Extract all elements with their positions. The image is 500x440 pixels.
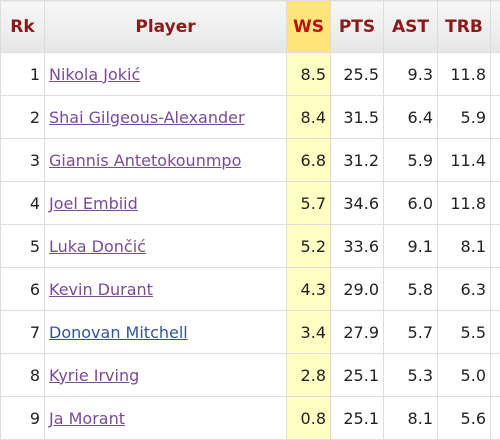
player-cell: Shai Gilgeous-Alexander [44, 95, 287, 139]
stat-cell: 2 [0, 95, 45, 139]
cut-off-cell [490, 138, 500, 182]
stat-cell: 31.5 [330, 95, 384, 139]
player-link[interactable]: Shai Gilgeous-Alexander [49, 107, 245, 127]
stat-cell: 8.5 [286, 52, 331, 96]
cut-off-cell [490, 95, 500, 139]
table-row: 1 Nikola Jokić 8.5 25.5 9.3 11.8 [0, 52, 500, 96]
table-row: 3 Giannis Antetokounmpo 6.8 31.2 5.9 11.4 [0, 138, 500, 182]
stat-cell: 11.8 [437, 181, 491, 225]
stat-cell: 8 [0, 353, 45, 397]
player-link[interactable]: Donovan Mitchell [49, 322, 188, 342]
player-cell: Donovan Mitchell [44, 310, 287, 354]
table-row: 7 Donovan Mitchell 3.4 27.9 5.7 5.5 [0, 310, 500, 354]
stat-cell: 8.1 [383, 396, 438, 440]
stat-cell: 9.3 [383, 52, 438, 96]
stat-cell: 33.6 [330, 224, 384, 268]
stat-cell: 1 [0, 52, 45, 96]
cut-off-cell [490, 396, 500, 440]
player-cell: Giannis Antetokounmpo [44, 138, 287, 182]
stat-cell: 6 [0, 267, 45, 311]
stat-cell: 0.8 [286, 396, 331, 440]
table-row: 6 Kevin Durant 4.3 29.0 5.8 6.3 [0, 267, 500, 311]
column-header[interactable]: PTS [330, 0, 384, 53]
stat-cell: 5.9 [383, 138, 438, 182]
stat-cell: 6.3 [437, 267, 491, 311]
player-link[interactable]: Giannis Antetokounmpo [49, 150, 242, 170]
column-header[interactable]: Player [44, 0, 287, 53]
stat-cell: 5.3 [383, 353, 438, 397]
stat-cell: 9 [0, 396, 45, 440]
cut-off-cell [490, 181, 500, 225]
stat-cell: 5.7 [286, 181, 331, 225]
table-row: 5 Luka Dončić 5.2 33.6 9.1 8.1 [0, 224, 500, 268]
table-body: 1 Nikola Jokić 8.5 25.5 9.3 11.8 2 Shai Gilgeou… [0, 52, 500, 440]
stat-cell: 8.4 [286, 95, 331, 139]
stat-cell: 2.8 [286, 353, 331, 397]
stat-cell: 3.4 [286, 310, 331, 354]
table-row: 2 Shai Gilgeous-Alexander 8.4 31.5 6.4 5.9 [0, 95, 500, 139]
player-cell: Kyrie Irving [44, 353, 287, 397]
player-cell: Joel Embiid [44, 181, 287, 225]
stat-cell: 27.9 [330, 310, 384, 354]
header-row: RkPlayerWSPTSASTTRBS [0, 0, 500, 53]
stat-cell: 5.0 [437, 353, 491, 397]
cut-off-cell [490, 353, 500, 397]
player-link[interactable]: Joel Embiid [49, 193, 138, 213]
player-link[interactable]: Kevin Durant [49, 279, 153, 299]
stat-cell: 25.1 [330, 353, 384, 397]
stat-cell: 31.2 [330, 138, 384, 182]
column-header[interactable]: AST [383, 0, 438, 53]
stat-cell: 5.6 [437, 396, 491, 440]
column-header[interactable]: WS [286, 0, 331, 53]
stat-cell: 6.8 [286, 138, 331, 182]
cut-off-cell [490, 52, 500, 96]
stat-cell: 8.1 [437, 224, 491, 268]
player-link[interactable]: Kyrie Irving [49, 365, 140, 385]
column-header[interactable]: S [490, 0, 500, 53]
stat-cell: 5.9 [437, 95, 491, 139]
stat-cell: 4 [0, 181, 45, 225]
stat-cell: 6.0 [383, 181, 438, 225]
stat-cell: 9.1 [383, 224, 438, 268]
player-link[interactable]: Luka Dončić [49, 236, 146, 256]
stat-cell: 3 [0, 138, 45, 182]
cut-off-cell [490, 267, 500, 311]
column-header[interactable]: TRB [437, 0, 491, 53]
player-link[interactable]: Nikola Jokić [49, 64, 141, 84]
stat-cell: 34.6 [330, 181, 384, 225]
table-row: 8 Kyrie Irving 2.8 25.1 5.3 5.0 [0, 353, 500, 397]
stat-cell: 5.7 [383, 310, 438, 354]
cut-off-cell [490, 224, 500, 268]
stat-cell: 29.0 [330, 267, 384, 311]
stat-cell: 11.4 [437, 138, 491, 182]
column-header[interactable]: Rk [0, 0, 45, 53]
table-row: 4 Joel Embiid 5.7 34.6 6.0 11.8 [0, 181, 500, 225]
stat-cell: 4.3 [286, 267, 331, 311]
stat-cell: 11.8 [437, 52, 491, 96]
cut-off-cell [490, 310, 500, 354]
player-cell: Luka Dončić [44, 224, 287, 268]
stat-cell: 5.5 [437, 310, 491, 354]
stat-cell: 5.2 [286, 224, 331, 268]
player-cell: Ja Morant [44, 396, 287, 440]
stat-cell: 5 [0, 224, 45, 268]
stat-cell: 25.1 [330, 396, 384, 440]
player-link[interactable]: Ja Morant [49, 408, 125, 428]
stat-cell: 5.8 [383, 267, 438, 311]
player-cell: Nikola Jokić [44, 52, 287, 96]
stat-cell: 25.5 [330, 52, 384, 96]
table-row: 9 Ja Morant 0.8 25.1 8.1 5.6 [0, 396, 500, 440]
stat-cell: 6.4 [383, 95, 438, 139]
stat-cell: 7 [0, 310, 45, 354]
player-cell: Kevin Durant [44, 267, 287, 311]
